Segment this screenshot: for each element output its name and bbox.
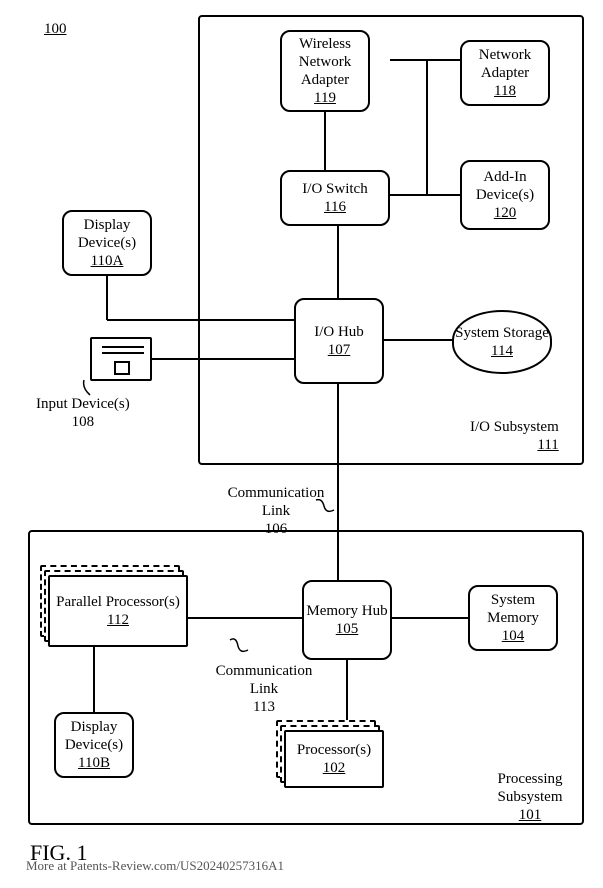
comm-link-106-text: Communication Link — [216, 484, 336, 520]
system-memory-ref: 104 — [502, 627, 525, 645]
parallel-processors-box: Parallel Processor(s) 112 — [48, 575, 188, 647]
wireless-network-adapter-label: Wireless Network Adapter — [282, 35, 368, 89]
system-storage-ref: 114 — [491, 342, 513, 360]
io-switch-box: I/O Switch 116 — [280, 170, 390, 226]
processing-subsystem-text: Processing Subsystem — [490, 770, 570, 806]
io-switch-ref: 116 — [324, 198, 346, 216]
input-device-icon — [90, 337, 152, 381]
network-adapter-ref: 118 — [494, 82, 516, 100]
memory-hub-box: Memory Hub 105 — [302, 580, 392, 660]
io-subsystem-ref: 111 — [537, 437, 558, 453]
display-a-box: Display Device(s) 110A — [62, 210, 152, 276]
input-device-ref: 108 — [72, 414, 95, 430]
input-device-label: Input Device(s) 108 — [36, 395, 130, 431]
figure-ref-text: 100 — [44, 21, 67, 37]
memory-hub-label: Memory Hub — [306, 602, 387, 620]
comm-link-113-label: Communication Link 113 — [204, 662, 324, 716]
parallel-processors-label: Parallel Processor(s) — [56, 593, 180, 611]
io-switch-label: I/O Switch — [302, 180, 367, 198]
io-hub-box: I/O Hub 107 — [294, 298, 384, 384]
system-memory-label: System Memory — [470, 591, 556, 627]
comm-link-113-text: Communication Link — [204, 662, 324, 698]
io-hub-ref: 107 — [328, 341, 351, 359]
network-adapter-box: Network Adapter 118 — [460, 40, 550, 106]
io-subsystem-label: I/O Subsystem 111 — [470, 418, 559, 454]
system-storage-box: System Storage 114 — [452, 310, 552, 374]
addin-devices-box: Add-In Device(s) 120 — [460, 160, 550, 230]
comm-link-113-ref: 113 — [204, 698, 324, 716]
parallel-processors-ref: 112 — [107, 611, 129, 629]
processors-ref: 102 — [323, 759, 346, 777]
processors-label: Processor(s) — [297, 741, 371, 759]
wireless-network-adapter-box: Wireless Network Adapter 119 — [280, 30, 370, 112]
comm-link-106-ref: 106 — [216, 520, 336, 538]
input-device-text: Input Device(s) — [36, 396, 130, 412]
io-subsystem-text: I/O Subsystem — [470, 419, 559, 435]
io-hub-label: I/O Hub — [314, 323, 364, 341]
diagram-canvas: 100 I/O Subsystem 111 Processing Subsyst… — [0, 0, 603, 888]
figure-ref: 100 — [44, 20, 67, 38]
display-b-box: Display Device(s) 110B — [54, 712, 134, 778]
processors-box: Processor(s) 102 — [284, 730, 384, 788]
display-b-ref: 110B — [78, 754, 110, 772]
addin-devices-label: Add-In Device(s) — [462, 168, 548, 204]
addin-devices-ref: 120 — [494, 204, 517, 222]
display-a-label: Display Device(s) — [64, 216, 150, 252]
processing-subsystem-ref: 101 — [519, 807, 542, 823]
network-adapter-label: Network Adapter — [462, 46, 548, 82]
memory-hub-ref: 105 — [336, 620, 359, 638]
footer-text: More at Patents-Review.com/US20240257316… — [26, 858, 284, 874]
processing-subsystem-label: Processing Subsystem 101 — [490, 770, 570, 824]
comm-link-106-label: Communication Link 106 — [216, 484, 336, 538]
system-memory-box: System Memory 104 — [468, 585, 558, 651]
system-storage-label: System Storage — [455, 324, 549, 342]
display-b-label: Display Device(s) — [56, 718, 132, 754]
wireless-network-adapter-ref: 119 — [314, 89, 336, 107]
display-a-ref: 110A — [91, 252, 124, 270]
footer-content: More at Patents-Review.com/US20240257316… — [26, 858, 284, 873]
